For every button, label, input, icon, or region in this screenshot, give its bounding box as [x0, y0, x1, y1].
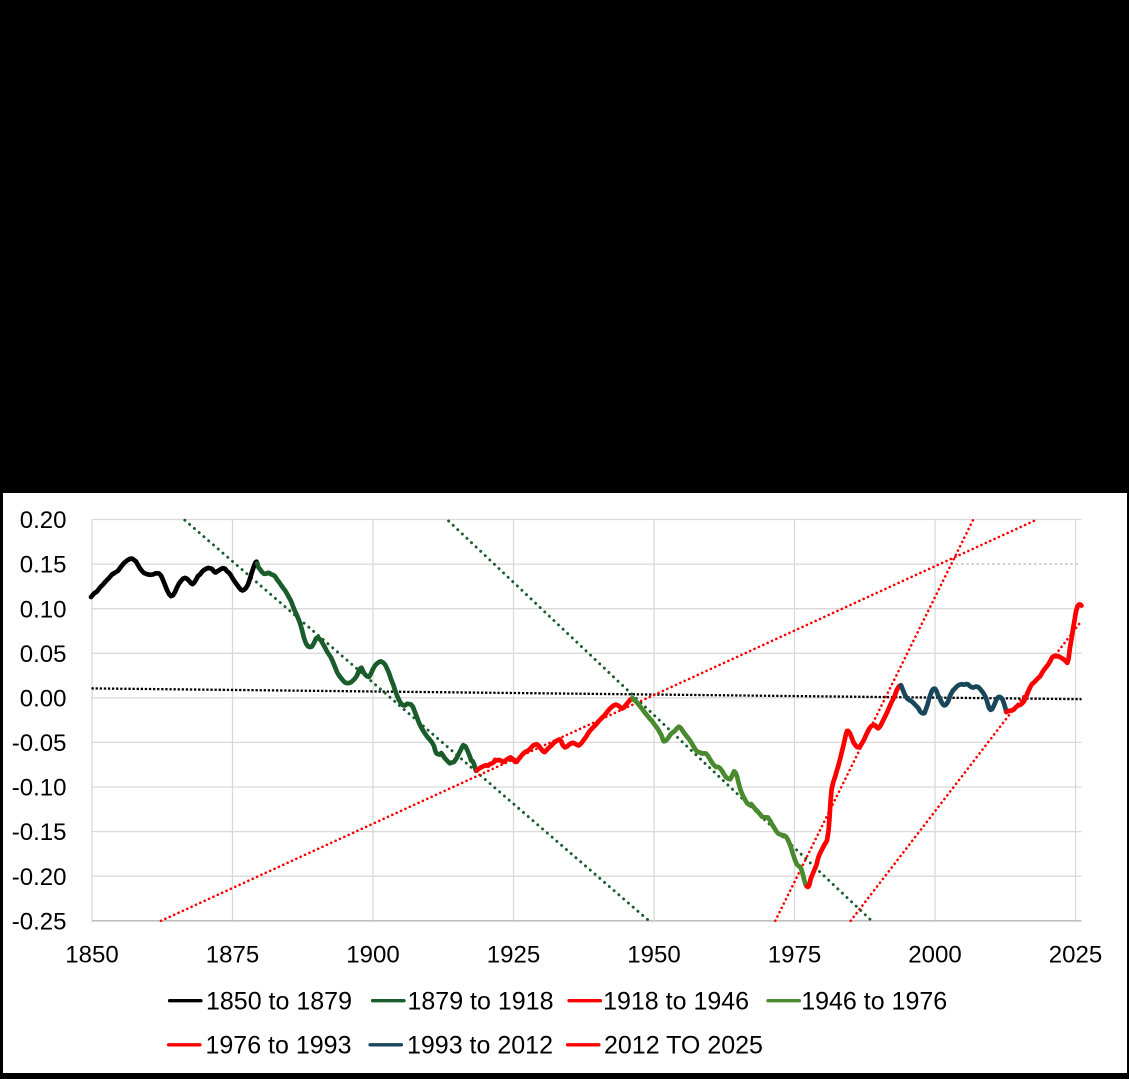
svg-text:0.15: 0.15 [20, 552, 67, 579]
svg-text:-0.15: -0.15 [12, 819, 67, 846]
svg-text:1879 to 1918: 1879 to 1918 [408, 988, 554, 1016]
svg-text:2000: 2000 [908, 942, 961, 969]
svg-text:1850: 1850 [65, 942, 118, 969]
svg-text:-0.25: -0.25 [12, 908, 67, 935]
svg-text:0.20: 0.20 [20, 507, 67, 534]
svg-text:0.05: 0.05 [20, 641, 67, 668]
svg-text:2012 TO 2025: 2012 TO 2025 [604, 1032, 763, 1060]
svg-text:-0.05: -0.05 [12, 730, 67, 757]
svg-text:1900: 1900 [346, 942, 399, 969]
svg-text:0.00: 0.00 [20, 686, 67, 713]
svg-text:1946 to 1976: 1946 to 1976 [801, 988, 947, 1016]
svg-text:2025: 2025 [1049, 942, 1102, 969]
svg-text:1850 to 1879: 1850 to 1879 [206, 988, 352, 1016]
svg-text:1975: 1975 [768, 942, 821, 969]
svg-text:1875: 1875 [206, 942, 259, 969]
svg-text:1950: 1950 [627, 942, 680, 969]
svg-text:-0.20: -0.20 [12, 864, 67, 891]
svg-text:1993 to 2012: 1993 to 2012 [407, 1032, 553, 1060]
svg-text:1976 to 1993: 1976 to 1993 [206, 1032, 352, 1060]
svg-text:1918 to 1946: 1918 to 1946 [603, 988, 749, 1016]
svg-text:0.10: 0.10 [20, 596, 67, 623]
svg-text:-0.10: -0.10 [12, 775, 67, 802]
svg-text:1925: 1925 [487, 942, 540, 969]
